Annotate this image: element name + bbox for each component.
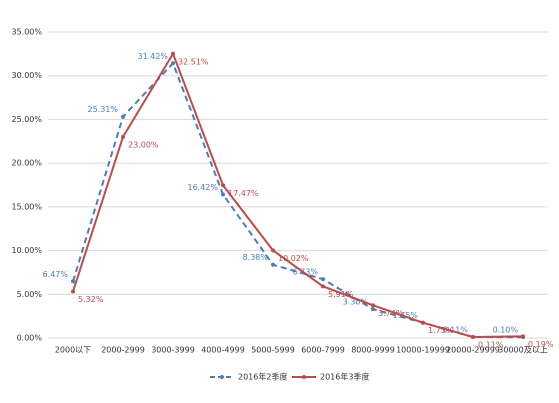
data-label: 23.00% [128,140,159,149]
data-label: 31.42% [137,52,168,61]
y-tick-label: 0.00% [17,334,43,343]
x-tick-label: 4000-4999 [201,346,245,355]
series-line [72,51,524,339]
x-tick-label: 6000-7999 [301,346,345,355]
x-tick-label: 8000-9999 [351,346,395,355]
data-label: 0.11% [478,341,504,350]
x-tick-label: 5000-5999 [251,346,295,355]
point [271,262,275,267]
legend-label: 2016年2季度 [238,372,287,382]
y-tick-label: 15.00% [11,202,42,211]
data-label: 6.73% [293,268,319,277]
y-tick-label: 35.00% [11,28,42,37]
y-tick-label: 30.00% [11,71,42,80]
point [421,320,425,325]
x-tick-label: 20000-29999 [446,346,500,355]
y-tick-label: 10.00% [11,246,42,255]
point [221,192,225,197]
point [71,279,75,284]
y-tick-label: 20.00% [11,159,42,168]
data-label: 16.42% [187,183,218,192]
data-label: 0.10% [493,326,519,335]
y-tick-label: 5.00% [17,290,43,299]
point [271,248,275,253]
point [471,335,475,340]
legend-marker [220,375,224,379]
point [221,183,225,188]
data-label: 1.75% [428,326,454,335]
data-label: 6.47% [43,270,69,279]
x-tick-label: 30000及以上 [498,346,547,355]
y-tick-label: 25.00% [11,115,42,124]
data-label: 5.91% [328,290,354,299]
x-tick-label: 2000-2999 [101,346,145,355]
point [71,289,75,294]
data-label: 0.11% [443,326,469,335]
series-line [72,61,524,339]
point [371,303,375,308]
data-label: 0.19% [528,340,554,349]
point [171,61,175,66]
x-tick-label: 2000以下 [55,346,91,355]
point [171,51,175,56]
point [521,334,525,339]
point [321,284,325,289]
data-label: 10.02% [278,254,309,263]
legend-marker [302,375,306,379]
x-tick-label: 10000-19999 [396,346,450,355]
point [121,134,125,139]
data-label: 8.38% [243,253,269,262]
data-label: 5.32% [78,295,104,304]
data-label: 32.51% [178,57,209,66]
data-label: 3.30% [343,298,369,307]
point [371,307,375,312]
legend-label: 2016年3季度 [320,372,369,382]
x-tick-label: 3000-3999 [151,346,195,355]
data-label: 17.47% [228,189,259,198]
data-label: 25.31% [87,105,118,114]
data-label: 3.74% [378,309,404,318]
point [321,277,325,282]
point [121,114,125,119]
